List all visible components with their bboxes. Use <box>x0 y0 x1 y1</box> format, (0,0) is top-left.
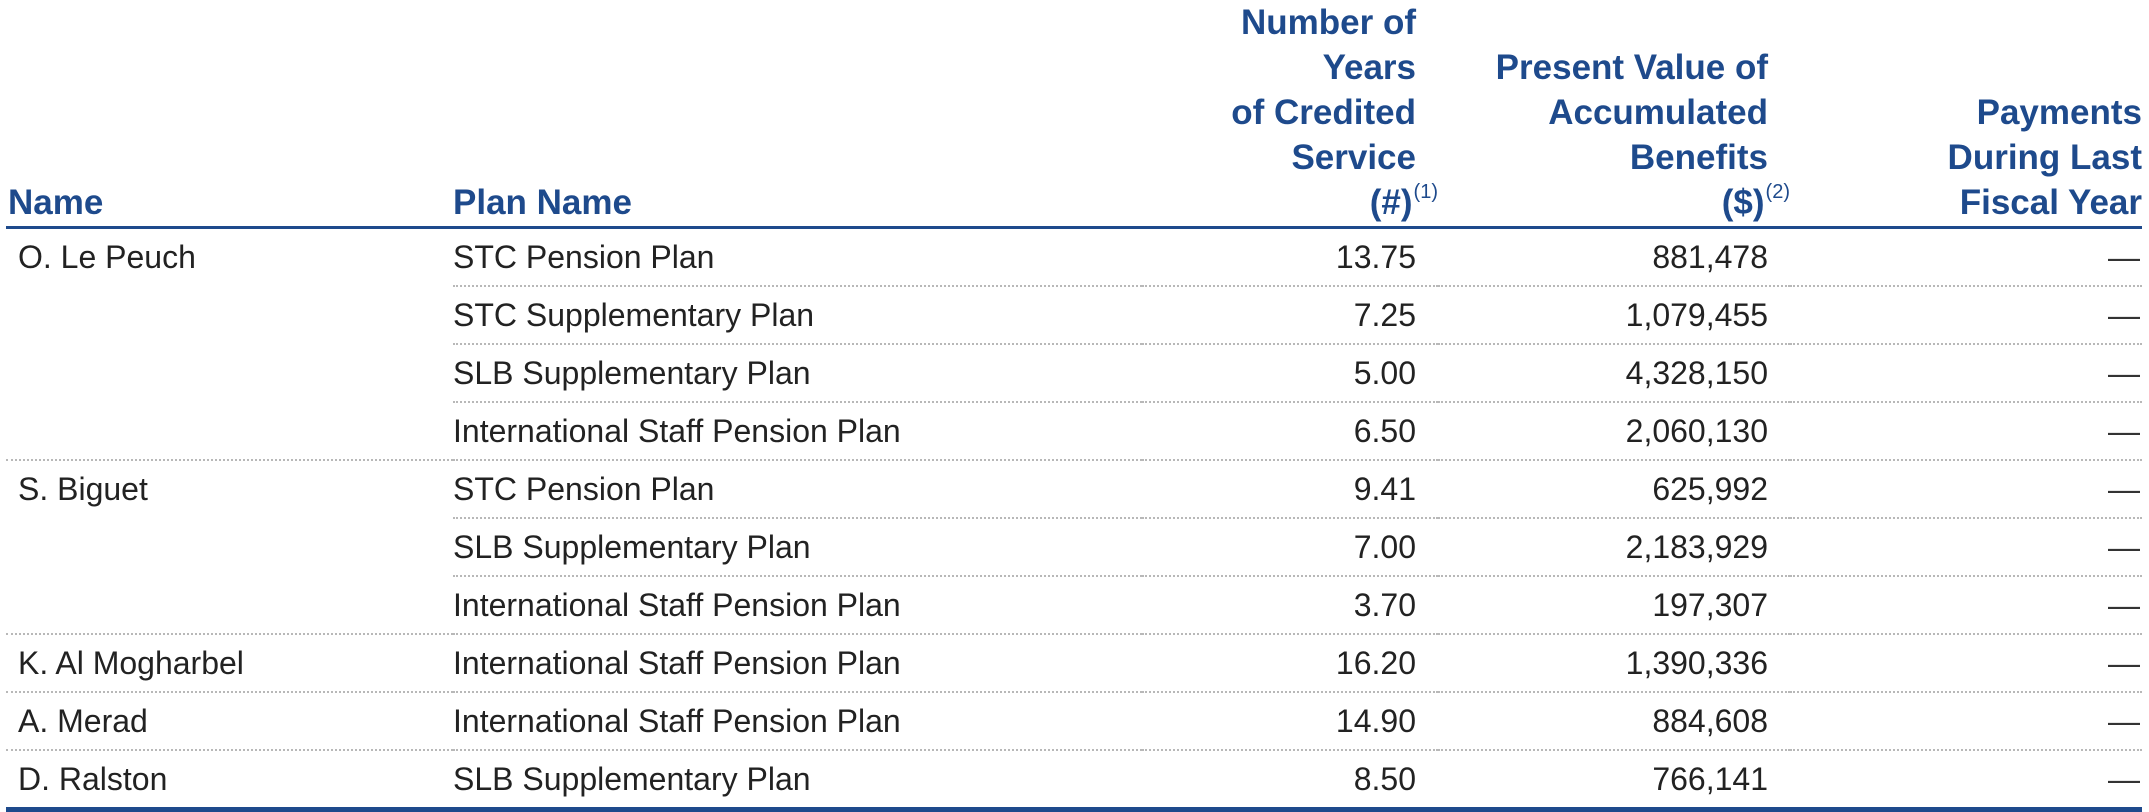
table-row: International Staff Pension Plan 6.50 2,06… <box>6 402 2142 461</box>
present-value-cell: 766,141 <box>1438 750 1790 812</box>
table-row: International Staff Pension Plan 3.70 197,… <box>6 576 2142 635</box>
years-of-service-cell: 16.20 <box>1142 634 1438 693</box>
table-row: K. Al Mogharbel International Staff Pensi… <box>6 634 2142 693</box>
plan-name-cell: SLB Supplementary Plan <box>453 518 1142 577</box>
table-row: S. Biguet STC Pension Plan 9.41 625,992— <box>6 460 2142 635</box>
payments-cell: — <box>1790 402 2142 461</box>
years-of-service-cell: 7.00 <box>1142 518 1438 577</box>
present-value-cell: 884,608 <box>1438 692 1790 751</box>
years-of-service-cell: 9.41 <box>1142 460 1438 519</box>
years-of-service-cell: 3.70 <box>1142 576 1438 635</box>
plan-name-cell: STC Pension Plan <box>453 460 1142 519</box>
present-value-cell: 4,328,150 <box>1438 344 1790 403</box>
table-row: A. Merad International Staff Pension Plan… <box>6 692 2142 751</box>
years-of-service-cell: 7.25 <box>1142 286 1438 345</box>
table-header: Name Plan Name Number of Years of Credit… <box>6 0 2142 229</box>
header-row: Name Plan Name Number of Years of Credit… <box>6 0 2142 229</box>
years-of-service-cell: 5.00 <box>1142 344 1438 403</box>
present-value-cell: 625,992 <box>1438 460 1790 519</box>
table-row: SLB Supplementary Plan 7.00 2,183,929— <box>6 518 2142 577</box>
years-of-service-cell: 13.75 <box>1142 227 1438 287</box>
plan-name-cell: SLB Supplementary Plan <box>453 750 1142 812</box>
column-header-payments: Payments During Last Fiscal Year <box>1790 0 2142 229</box>
column-header-years-of-service: Number of Years of Credited Service (#)(… <box>1142 0 1438 229</box>
present-value-cell: 881,478 <box>1438 227 1790 287</box>
years-of-service-cell: 14.90 <box>1142 692 1438 751</box>
plan-name-cell: International Staff Pension Plan <box>453 692 1142 751</box>
payments-cell: — <box>1790 692 2142 751</box>
payments-cell: — <box>1790 286 2142 345</box>
plan-name-cell: International Staff Pension Plan <box>453 634 1142 693</box>
plan-name-cell: SLB Supplementary Plan <box>453 344 1142 403</box>
present-value-cell: 1,390,336 <box>1438 634 1790 693</box>
executive-name: D. Ralston <box>6 750 453 812</box>
footnote-marker-2: (2) <box>1765 181 1790 203</box>
payments-cell: — <box>1790 576 2142 635</box>
executive-name: K. Al Mogharbel <box>6 634 453 693</box>
footnote-marker-1: (1) <box>1413 181 1438 203</box>
years-of-service-cell: 8.50 <box>1142 750 1438 812</box>
present-value-cell: 197,307 <box>1438 576 1790 635</box>
table-row: O. Le Peuch STC Pension Plan 13.75 881,478— <box>6 227 2142 461</box>
payments-cell: — <box>1790 460 2142 519</box>
payments-cell: — <box>1790 518 2142 577</box>
column-header-name: Name <box>6 0 453 229</box>
column-header-present-value: Present Value of Accumulated Benefits ($… <box>1438 0 1790 229</box>
payments-cell: — <box>1790 344 2142 403</box>
executive-name: S. Biguet <box>6 460 453 635</box>
executive-name: O. Le Peuch <box>6 227 453 461</box>
payments-cell: — <box>1790 634 2142 693</box>
table-body: O. Le Peuch STC Pension Plan 13.75 881,478—… <box>6 227 2142 812</box>
years-of-service-cell: 6.50 <box>1142 402 1438 461</box>
payments-cell: — <box>1790 227 2142 287</box>
executive-name: A. Merad <box>6 692 453 751</box>
pension-benefits-table: Name Plan Name Number of Years of Credit… <box>6 0 2142 812</box>
table-row: D. Ralston SLB Supplementary Plan 8.50 766,… <box>6 750 2142 812</box>
plan-name-cell: STC Pension Plan <box>453 227 1142 287</box>
present-value-cell: 2,060,130 <box>1438 402 1790 461</box>
table-row: SLB Supplementary Plan 5.00 4,328,150— <box>6 344 2142 403</box>
column-header-plan-name: Plan Name <box>453 0 1142 229</box>
plan-name-cell: International Staff Pension Plan <box>453 576 1142 635</box>
table-row: STC Supplementary Plan 7.25 1,079,455— <box>6 286 2142 345</box>
plan-name-cell: STC Supplementary Plan <box>453 286 1142 345</box>
present-value-cell: 1,079,455 <box>1438 286 1790 345</box>
plan-name-cell: International Staff Pension Plan <box>453 402 1142 461</box>
payments-cell: — <box>1790 750 2142 812</box>
present-value-cell: 2,183,929 <box>1438 518 1790 577</box>
